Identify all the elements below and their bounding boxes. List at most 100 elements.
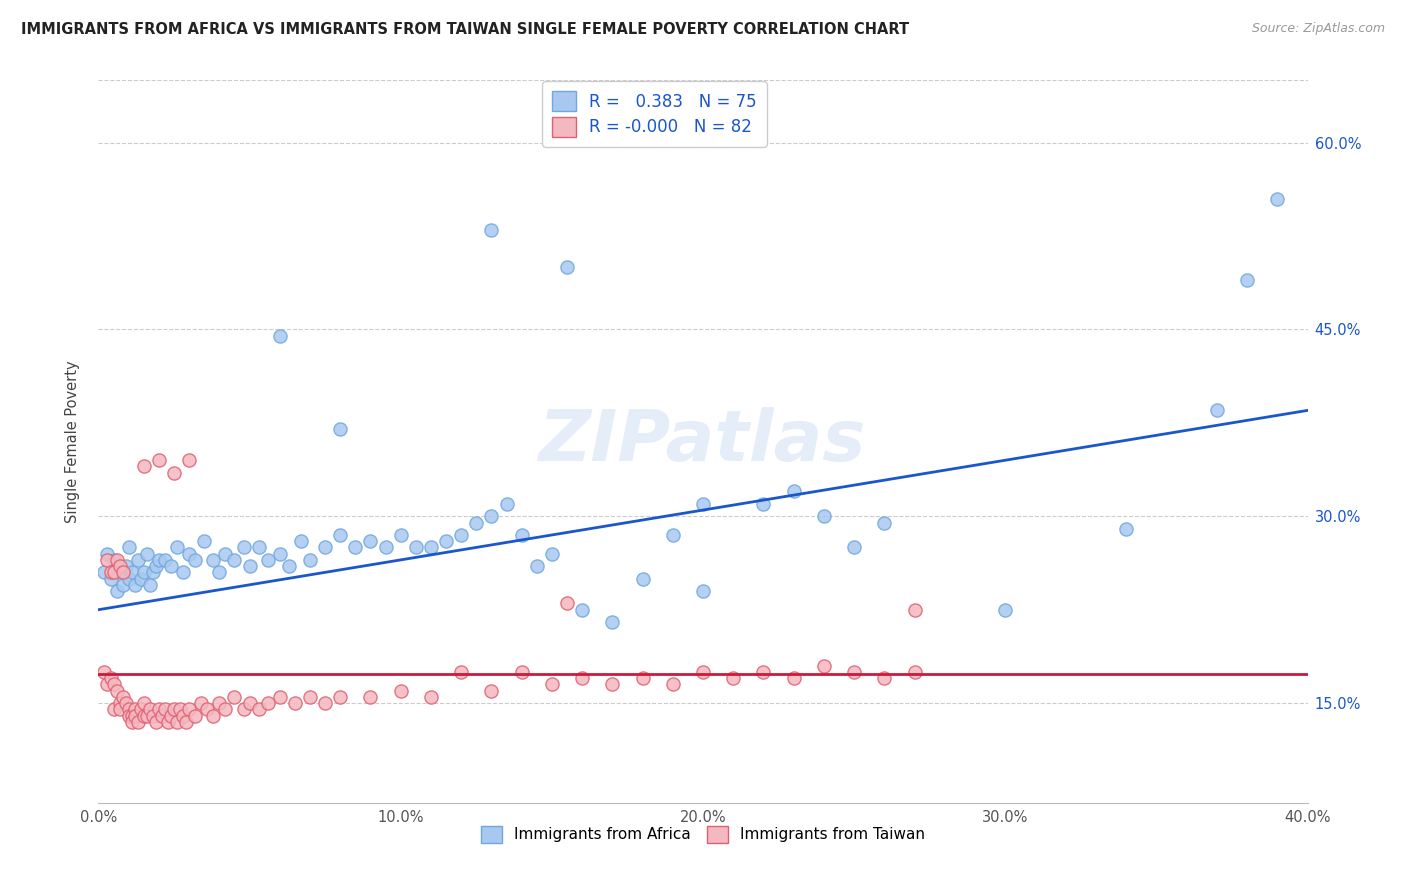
Point (420, 541, 443, 555)
Point (202, 553, 225, 567)
Point (179, 453, 201, 467)
Point (360, 690, 382, 704)
Point (100, 572, 122, 586)
Point (135, 708, 157, 723)
Point (723, 671, 745, 685)
Text: IMMIGRANTS FROM AFRICA VS IMMIGRANTS FROM TAIWAN SINGLE FEMALE POVERTY CORRELATI: IMMIGRANTS FROM AFRICA VS IMMIGRANTS FRO… (21, 22, 910, 37)
Point (132, 696, 155, 710)
Point (269, 328, 291, 343)
Point (904, 603, 927, 617)
Point (360, 534, 382, 549)
Point (299, 553, 322, 567)
Point (118, 572, 141, 586)
Point (269, 690, 291, 704)
Point (555, 597, 578, 611)
Point (145, 559, 167, 574)
Point (153, 553, 176, 567)
Point (526, 559, 548, 574)
Point (118, 708, 141, 723)
Point (96, 547, 118, 561)
Point (1115, 522, 1137, 536)
Point (290, 534, 312, 549)
Point (163, 466, 186, 480)
Point (118, 541, 141, 555)
Point (692, 584, 714, 599)
Point (232, 541, 254, 555)
Point (224, 690, 246, 704)
Point (114, 559, 136, 574)
Point (844, 541, 866, 555)
Point (127, 714, 149, 729)
Point (692, 665, 714, 679)
Point (103, 702, 125, 716)
Point (481, 683, 503, 698)
Point (813, 658, 835, 673)
Point (994, 603, 1017, 617)
Point (96, 677, 118, 691)
Point (602, 677, 624, 691)
Point (329, 690, 352, 704)
Point (121, 714, 143, 729)
Point (121, 708, 143, 723)
Text: Source: ZipAtlas.com: Source: ZipAtlas.com (1251, 22, 1385, 36)
Text: ZIPatlas: ZIPatlas (540, 407, 866, 476)
Point (121, 566, 143, 580)
Point (602, 615, 624, 630)
Point (145, 714, 167, 729)
Point (124, 578, 146, 592)
Point (239, 559, 262, 574)
Point (631, 671, 654, 685)
Point (314, 541, 336, 555)
Point (124, 708, 146, 723)
Point (873, 671, 896, 685)
Point (284, 696, 307, 710)
Point (1267, 192, 1289, 206)
Point (752, 497, 775, 511)
Point (169, 702, 191, 716)
Point (277, 559, 299, 574)
Point (450, 528, 472, 542)
Point (96, 553, 118, 567)
Point (127, 553, 149, 567)
Point (214, 702, 236, 716)
Point (783, 484, 806, 499)
Point (172, 566, 194, 580)
Point (142, 708, 165, 723)
Point (114, 696, 136, 710)
Point (124, 702, 146, 716)
Point (247, 541, 270, 555)
Point (132, 566, 155, 580)
Point (692, 497, 714, 511)
Point (108, 702, 131, 716)
Point (160, 559, 183, 574)
Point (172, 708, 194, 723)
Point (100, 671, 122, 685)
Point (434, 534, 457, 549)
Point (495, 497, 517, 511)
Point (873, 516, 896, 530)
Y-axis label: Single Female Poverty: Single Female Poverty (65, 360, 80, 523)
Point (450, 665, 472, 679)
Point (108, 696, 131, 710)
Point (148, 702, 170, 716)
Point (571, 671, 593, 685)
Point (166, 714, 188, 729)
Point (179, 547, 201, 561)
Point (813, 509, 835, 524)
Point (103, 677, 125, 691)
Point (179, 702, 201, 716)
Point (232, 702, 254, 716)
Point (139, 578, 162, 592)
Point (129, 702, 152, 716)
Legend: Immigrants from Africa, Immigrants from Taiwan: Immigrants from Africa, Immigrants from … (475, 820, 931, 849)
Point (129, 572, 152, 586)
Point (132, 459, 155, 474)
Point (108, 559, 131, 574)
Point (389, 683, 412, 698)
Point (202, 708, 225, 723)
Point (420, 690, 443, 704)
Point (103, 566, 125, 580)
Point (783, 671, 806, 685)
Point (214, 547, 236, 561)
Point (148, 553, 170, 567)
